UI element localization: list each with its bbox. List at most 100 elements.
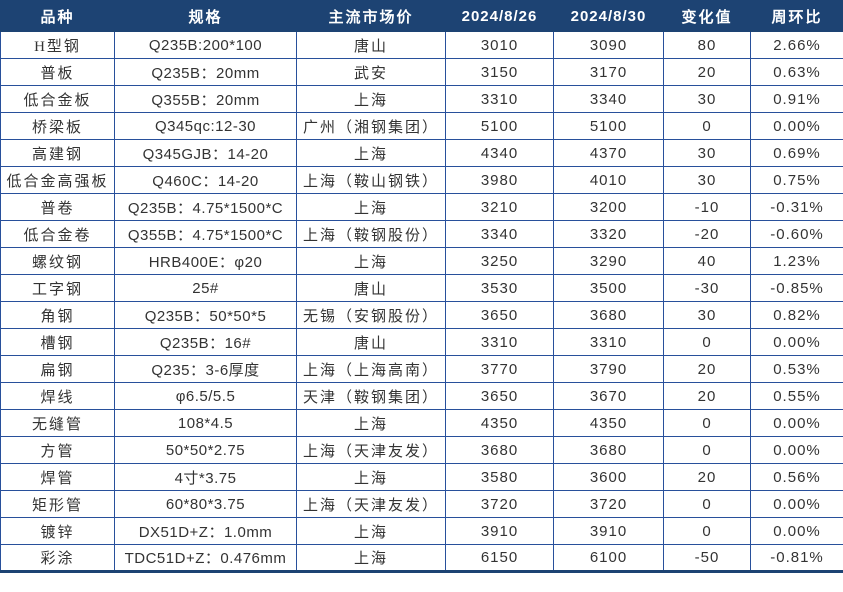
market-cell: 上海 [296,409,446,437]
table-row: 角钢 Q235B：50*50*5 无锡（安钢股份） 3650 3680 30 0… [0,301,843,329]
change-cell: 0 [663,409,751,437]
variety-cell: 低合金高强板 [0,166,115,194]
spec-cell: Q345GJB：14-20 [114,139,297,167]
spec-cell: Q355B：20mm [114,85,297,113]
wow-cell: 0.75% [750,166,843,194]
wow-cell: 2.66% [750,31,843,59]
change-cell: 30 [663,166,751,194]
table-row: 低合金高强板 Q460C：14-20 上海（鞍山钢铁） 3980 4010 30… [0,166,843,194]
table-row: 低合金板 Q355B：20mm 上海 3310 3340 30 0.91% [0,85,843,113]
market-cell: 天津（鞍钢集团） [296,382,446,410]
change-cell: 20 [663,382,751,410]
variety-cell: 高建钢 [0,139,115,167]
change-cell: 20 [663,463,751,491]
price-0826-cell: 3580 [445,463,554,491]
table-row: 镀锌 DX51D+Z：1.0mm 上海 3910 3910 0 0.00% [0,517,843,545]
market-cell: 唐山 [296,31,446,59]
spec-cell: Q345qc:12-30 [114,112,297,140]
wow-cell: 0.00% [750,517,843,545]
variety-cell: 镀锌 [0,517,115,545]
change-cell: -50 [663,544,751,572]
price-0830-cell: 3720 [553,490,664,518]
spec-cell: HRB400E：φ20 [114,247,297,275]
price-0830-cell: 4010 [553,166,664,194]
table-row: 桥梁板 Q345qc:12-30 广州（湘钢集团） 5100 5100 0 0.… [0,112,843,140]
spec-cell: φ6.5/5.5 [114,382,297,410]
steel-price-table: 品种 规格 主流市场价 2024/8/26 2024/8/30 变化值 周环比 … [0,0,843,573]
variety-cell: 扁钢 [0,355,115,383]
change-cell: -20 [663,220,751,248]
spec-cell: 4寸*3.75 [114,463,297,491]
change-cell: 0 [663,436,751,464]
change-cell: 30 [663,85,751,113]
wow-cell: -0.31% [750,193,843,221]
price-0826-cell: 3530 [445,274,554,302]
wow-cell: 0.82% [750,301,843,329]
price-0826-cell: 3310 [445,328,554,356]
change-cell: -30 [663,274,751,302]
market-cell: 唐山 [296,274,446,302]
price-0830-cell: 3910 [553,517,664,545]
table-row: 无缝管 108*4.5 上海 4350 4350 0 0.00% [0,409,843,437]
wow-cell: 0.53% [750,355,843,383]
wow-cell: 0.56% [750,463,843,491]
variety-cell: 矩形管 [0,490,115,518]
price-0830-cell: 4350 [553,409,664,437]
variety-cell: 普卷 [0,193,115,221]
price-0830-cell: 3090 [553,31,664,59]
spec-cell: TDC51D+Z：0.476mm [114,544,297,572]
price-0826-cell: 3340 [445,220,554,248]
table-row: 高建钢 Q345GJB：14-20 上海 4340 4370 30 0.69% [0,139,843,167]
variety-cell: 彩涂 [0,544,115,572]
price-0830-cell: 3600 [553,463,664,491]
price-0830-cell: 4370 [553,139,664,167]
spec-cell: Q235B：20mm [114,58,297,86]
wow-cell: -0.81% [750,544,843,572]
table-row: 普板 Q235B：20mm 武安 3150 3170 20 0.63% [0,58,843,86]
wow-cell: 0.00% [750,409,843,437]
variety-cell: 普板 [0,58,115,86]
price-0830-cell: 6100 [553,544,664,572]
spec-cell: Q235B:200*100 [114,31,297,59]
variety-cell: H型钢 [0,31,115,59]
wow-cell: 0.69% [750,139,843,167]
market-cell: 上海 [296,247,446,275]
wow-cell: -0.85% [750,274,843,302]
market-cell: 无锡（安钢股份） [296,301,446,329]
price-0826-cell: 3980 [445,166,554,194]
spec-cell: Q460C：14-20 [114,166,297,194]
spec-cell: 25# [114,274,297,302]
wow-cell: 0.55% [750,382,843,410]
table-row: 螺纹钢 HRB400E：φ20 上海 3250 3290 40 1.23% [0,247,843,275]
table-body: H型钢 Q235B:200*100 唐山 3010 3090 80 2.66% … [0,31,843,572]
price-0826-cell: 3010 [445,31,554,59]
variety-cell: 低合金板 [0,85,115,113]
table-row: 普卷 Q235B：4.75*1500*C 上海 3210 3200 -10 -0… [0,193,843,221]
column-header-spec: 规格 [114,0,297,32]
change-cell: 20 [663,355,751,383]
price-0826-cell: 3770 [445,355,554,383]
market-cell: 上海（鞍钢股份） [296,220,446,248]
price-0826-cell: 3250 [445,247,554,275]
spec-cell: 108*4.5 [114,409,297,437]
table-row: 低合金卷 Q355B：4.75*1500*C 上海（鞍钢股份） 3340 332… [0,220,843,248]
price-0826-cell: 4340 [445,139,554,167]
market-cell: 上海（天津友发） [296,436,446,464]
variety-cell: 焊管 [0,463,115,491]
change-cell: 80 [663,31,751,59]
price-0830-cell: 3200 [553,193,664,221]
spec-cell: Q235B：4.75*1500*C [114,193,297,221]
price-0830-cell: 3170 [553,58,664,86]
spec-cell: DX51D+Z：1.0mm [114,517,297,545]
price-0826-cell: 3680 [445,436,554,464]
price-0830-cell: 3320 [553,220,664,248]
column-header-variety: 品种 [0,0,115,32]
market-cell: 上海 [296,193,446,221]
wow-cell: -0.60% [750,220,843,248]
price-0826-cell: 3650 [445,301,554,329]
variety-cell: 槽钢 [0,328,115,356]
market-cell: 上海 [296,85,446,113]
table-row: 扁钢 Q235：3-6厚度 上海（上海高南） 3770 3790 20 0.53… [0,355,843,383]
price-0826-cell: 3310 [445,85,554,113]
change-cell: 0 [663,328,751,356]
